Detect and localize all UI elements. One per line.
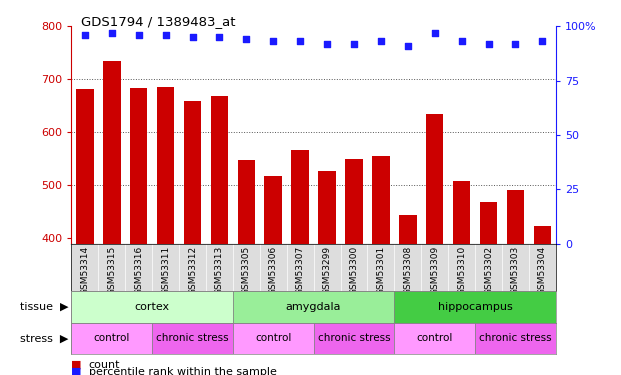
Text: GSM53309: GSM53309 <box>430 246 439 296</box>
Point <box>510 40 520 46</box>
Bar <box>507 190 524 244</box>
Bar <box>238 160 255 244</box>
Text: GSM53303: GSM53303 <box>511 246 520 296</box>
Text: ■: ■ <box>71 367 82 375</box>
Point <box>403 43 413 49</box>
Text: hippocampus: hippocampus <box>438 302 512 312</box>
Point <box>376 39 386 45</box>
Text: amygdala: amygdala <box>286 302 342 312</box>
Bar <box>399 214 417 244</box>
Bar <box>184 100 201 244</box>
Text: GSM53299: GSM53299 <box>322 246 332 295</box>
Bar <box>345 159 363 244</box>
Point <box>107 30 117 36</box>
Point <box>484 40 494 46</box>
Bar <box>319 171 336 244</box>
Text: GSM53307: GSM53307 <box>296 246 305 296</box>
Text: GSM53311: GSM53311 <box>161 246 170 296</box>
Text: control: control <box>417 333 453 344</box>
Text: GSM53316: GSM53316 <box>134 246 143 296</box>
Bar <box>71 322 152 354</box>
Bar <box>372 156 389 244</box>
Bar <box>233 291 394 322</box>
Text: GSM53314: GSM53314 <box>80 246 89 295</box>
Text: control: control <box>255 333 291 344</box>
Bar <box>480 202 497 244</box>
Point <box>134 32 143 38</box>
Bar <box>157 87 175 244</box>
Text: control: control <box>94 333 130 344</box>
Text: ■: ■ <box>71 360 82 369</box>
Point <box>430 30 440 36</box>
Text: GSM53300: GSM53300 <box>350 246 358 296</box>
Point <box>242 36 252 42</box>
Bar <box>265 176 282 244</box>
Text: chronic stress: chronic stress <box>479 333 551 344</box>
Bar <box>314 322 394 354</box>
Text: GSM53312: GSM53312 <box>188 246 197 295</box>
Point <box>456 39 466 45</box>
Text: GSM53304: GSM53304 <box>538 246 547 295</box>
Point <box>268 39 278 45</box>
Bar <box>130 88 147 244</box>
Text: tissue  ▶: tissue ▶ <box>20 302 68 312</box>
Point <box>295 39 305 45</box>
Bar <box>152 322 233 354</box>
Text: count: count <box>89 360 120 369</box>
Point <box>322 40 332 46</box>
Text: cortex: cortex <box>135 302 170 312</box>
Point <box>214 34 224 40</box>
Bar <box>103 61 120 244</box>
Point <box>537 39 547 45</box>
Point <box>80 32 90 38</box>
Bar <box>475 322 556 354</box>
Point <box>188 34 197 40</box>
Bar <box>394 291 556 322</box>
Bar <box>453 181 470 244</box>
Point <box>349 40 359 46</box>
Text: GSM53310: GSM53310 <box>457 246 466 296</box>
Text: chronic stress: chronic stress <box>156 333 229 344</box>
Text: stress  ▶: stress ▶ <box>20 333 68 344</box>
Text: GSM53305: GSM53305 <box>242 246 251 296</box>
Text: percentile rank within the sample: percentile rank within the sample <box>89 367 277 375</box>
Text: GSM53315: GSM53315 <box>107 246 116 296</box>
Bar <box>533 226 551 244</box>
Point <box>161 32 171 38</box>
Text: GDS1794 / 1389483_at: GDS1794 / 1389483_at <box>81 15 235 28</box>
Bar <box>71 291 233 322</box>
Text: GSM53302: GSM53302 <box>484 246 493 295</box>
Bar <box>426 114 443 244</box>
Text: chronic stress: chronic stress <box>318 333 390 344</box>
Bar <box>233 322 314 354</box>
Bar <box>211 96 228 244</box>
Bar <box>291 150 309 244</box>
Text: GSM53313: GSM53313 <box>215 246 224 296</box>
Text: GSM53308: GSM53308 <box>403 246 412 296</box>
Bar <box>394 322 475 354</box>
Bar <box>76 89 94 244</box>
Text: GSM53301: GSM53301 <box>376 246 386 296</box>
Text: GSM53306: GSM53306 <box>269 246 278 296</box>
